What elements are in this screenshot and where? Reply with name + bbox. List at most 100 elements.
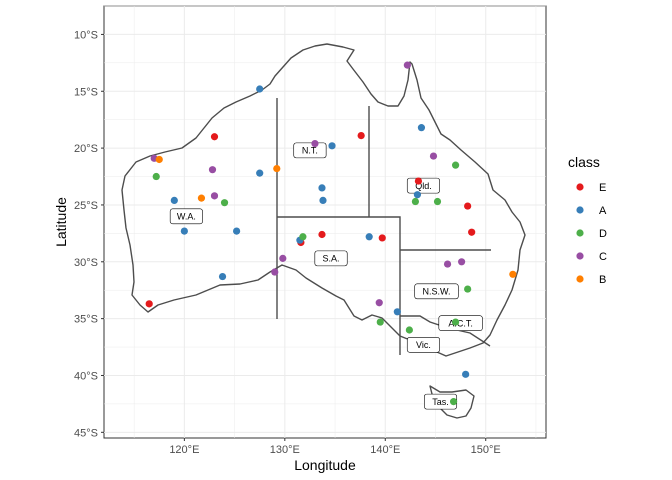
x-tick-label: 140°E <box>370 444 400 456</box>
legend-label: B <box>599 274 606 286</box>
legend-title: class <box>568 154 600 170</box>
data-point-D <box>433 197 442 206</box>
data-point-C <box>429 152 438 160</box>
y-tick-label: 15°S <box>74 86 98 98</box>
data-point-E <box>357 132 365 140</box>
region-label-box <box>438 315 483 331</box>
plot-area: W.A. N.T. S.A. Qld. N.S.W. A.C.T. Vic. Tas. <box>103 5 547 439</box>
legend-key <box>576 275 584 283</box>
data-point-D <box>405 326 413 334</box>
region-label-text: W.A. <box>177 212 196 222</box>
data-point-A <box>218 272 227 281</box>
data-point-A <box>413 191 422 199</box>
data-point-D <box>451 318 460 326</box>
y-tick-label: 45°S <box>74 427 98 439</box>
data-point-B <box>197 194 206 202</box>
region-label-text: N.S.W. <box>422 287 450 297</box>
legend-label: D <box>599 228 607 240</box>
data-point-B <box>273 164 281 173</box>
data-point-D <box>464 285 472 293</box>
data-point-C <box>311 139 319 148</box>
y-tick-label: 35°S <box>74 314 98 326</box>
data-point-E <box>318 230 326 239</box>
data-point-A <box>365 233 373 241</box>
data-point-A <box>318 184 326 192</box>
region-label-box <box>406 336 440 353</box>
x-tick-label: 150°E <box>471 444 501 456</box>
x-tick-label: 130°E <box>270 444 300 456</box>
legend-key <box>576 229 584 237</box>
data-point-C <box>458 258 466 266</box>
legend-entry: D <box>576 228 607 240</box>
region-label: Vic. <box>406 336 440 353</box>
region-label: S.A. <box>314 250 348 267</box>
legend-label: A <box>599 205 607 217</box>
legend-entry: E <box>576 182 606 194</box>
region-label-text: A.C.T. <box>448 318 473 328</box>
y-tick-label: 30°S <box>74 257 98 269</box>
y-tick-label: 10°S <box>74 29 98 41</box>
y-tick-label: 40°S <box>74 370 98 382</box>
data-point-C <box>210 192 219 200</box>
region-label: W.A. <box>169 208 203 225</box>
data-point-E <box>464 202 472 210</box>
x-axis: 120°E 130°E 140°E 150°E <box>169 438 501 456</box>
legend-entry: A <box>576 205 607 217</box>
legend-label: C <box>599 251 607 263</box>
data-point-A <box>256 85 264 93</box>
region-label-text: Tas. <box>432 397 449 407</box>
region-label-text: Qld. <box>415 181 432 191</box>
data-point-B <box>155 155 163 164</box>
region-label-box <box>293 142 327 159</box>
region-label-text: Vic. <box>416 340 431 350</box>
data-points <box>145 61 517 406</box>
data-point-E <box>145 300 153 308</box>
legend-label: E <box>599 182 606 194</box>
data-point-D <box>220 199 229 207</box>
y-axis: 10°S 15°S 20°S 25°S 30°S 35°S 40°S 45°S <box>74 29 104 439</box>
data-point-E <box>468 228 476 236</box>
data-point-C <box>403 61 411 69</box>
data-point-A <box>256 169 264 177</box>
data-point-E <box>414 177 423 185</box>
y-tick-label: 25°S <box>74 200 98 212</box>
x-axis-title: Longitude <box>294 457 356 473</box>
mainland-outline <box>121 43 526 357</box>
data-point-E <box>378 234 386 242</box>
region-label-text: S.A. <box>323 254 340 264</box>
region-label-box <box>169 208 203 225</box>
legend-entry: C <box>576 251 607 263</box>
y-tick-label: 20°S <box>74 143 98 155</box>
data-point-C <box>208 166 217 174</box>
region-label: A.C.T. <box>438 315 483 331</box>
data-point-A <box>417 124 426 132</box>
y-axis-title: Latitude <box>53 197 69 247</box>
data-point-C <box>375 299 383 307</box>
data-point-A <box>233 227 241 235</box>
data-point-E <box>210 133 219 141</box>
data-point-D <box>376 318 384 326</box>
x-tick-label: 120°E <box>169 444 199 456</box>
region-label-text: N.T. <box>302 146 318 156</box>
region-labels: W.A. N.T. S.A. Qld. N.S.W. A.C.T. Vic. Tas. <box>169 142 483 410</box>
data-point-D <box>152 172 160 181</box>
data-point-D <box>451 161 460 169</box>
data-point-A <box>393 308 401 316</box>
region-label-box <box>314 250 348 267</box>
state-borders <box>276 98 491 355</box>
data-point-D <box>299 233 307 241</box>
region-label: N.T. <box>293 142 327 159</box>
data-point-B <box>509 270 517 278</box>
legend-key <box>576 252 584 260</box>
data-point-A <box>328 142 336 150</box>
region-label-box <box>414 283 459 300</box>
australia-map <box>121 43 526 419</box>
region-label: Qld. <box>406 177 440 194</box>
data-point-C <box>279 254 287 262</box>
data-point-C <box>443 260 452 268</box>
data-point-A <box>462 370 470 378</box>
